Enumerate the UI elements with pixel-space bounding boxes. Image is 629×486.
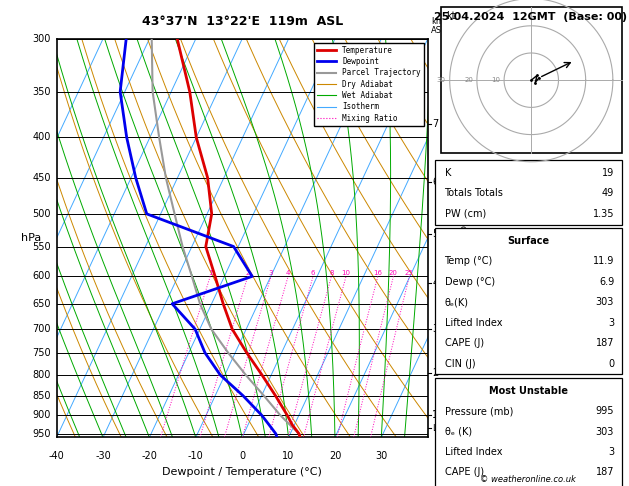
Text: 6.9: 6.9 [599,277,614,287]
Text: 10: 10 [282,451,294,461]
Text: 900: 900 [33,410,51,420]
Text: 500: 500 [33,209,51,219]
Text: 2: 2 [432,368,438,378]
Text: 187: 187 [596,338,614,348]
Text: 3: 3 [269,270,273,277]
Text: 43°37'N  13°22'E  119m  ASL: 43°37'N 13°22'E 119m ASL [142,15,343,28]
Text: Dewp (°C): Dewp (°C) [445,277,494,287]
Text: CAPE (J): CAPE (J) [445,338,484,348]
Text: 850: 850 [33,391,51,400]
Text: 4: 4 [286,270,291,277]
Text: 650: 650 [33,299,51,309]
Text: Dewpoint / Temperature (°C): Dewpoint / Temperature (°C) [162,468,322,477]
Text: 550: 550 [33,242,51,252]
Text: CAPE (J): CAPE (J) [445,468,484,477]
Text: 2: 2 [245,270,250,277]
Text: 10: 10 [342,270,350,277]
Text: Totals Totals: Totals Totals [445,189,503,198]
Text: 4: 4 [432,278,438,288]
Text: 25.04.2024  12GMT  (Base: 00): 25.04.2024 12GMT (Base: 00) [434,12,627,22]
Bar [435,228,622,374]
Text: © weatheronline.co.uk: © weatheronline.co.uk [481,474,576,484]
Text: 600: 600 [33,271,51,281]
Text: Pressure (mb): Pressure (mb) [445,406,513,416]
Text: 350: 350 [33,87,51,97]
Text: K: K [445,168,451,178]
Text: CIN (J): CIN (J) [445,359,475,368]
Text: PW (cm): PW (cm) [445,209,486,219]
Text: 1.35: 1.35 [593,209,614,219]
Text: 3: 3 [608,447,614,457]
Text: 11.9: 11.9 [593,257,614,266]
Text: -40: -40 [48,451,65,461]
Text: 187: 187 [596,468,614,477]
Text: hPa: hPa [21,233,41,243]
Text: Mixing Ratio (g/kg): Mixing Ratio (g/kg) [460,195,469,281]
Text: Temp (°C): Temp (°C) [445,257,493,266]
Bar [435,378,622,486]
Text: θₑ(K): θₑ(K) [445,297,469,307]
Text: 450: 450 [33,173,51,183]
Text: 20: 20 [464,77,473,83]
Text: -20: -20 [142,451,157,461]
Text: 49: 49 [602,189,614,198]
Bar [435,160,622,225]
Text: 30: 30 [437,77,446,83]
Text: 5: 5 [432,229,438,239]
Bar [441,7,622,153]
Text: 300: 300 [33,34,51,44]
Text: Most Unstable: Most Unstable [489,386,568,396]
Text: 0: 0 [239,451,245,461]
Text: Surface: Surface [508,236,549,246]
Text: -10: -10 [188,451,204,461]
Text: km
ASL: km ASL [431,17,447,35]
Legend: Temperature, Dewpoint, Parcel Trajectory, Dry Adiabat, Wet Adiabat, Isotherm, Mi: Temperature, Dewpoint, Parcel Trajectory… [314,43,424,125]
Text: 10: 10 [491,77,500,83]
Text: 400: 400 [33,133,51,142]
Text: 30: 30 [376,451,387,461]
Text: 700: 700 [33,324,51,334]
Text: 950: 950 [33,429,51,439]
Text: LCL: LCL [432,424,447,433]
Text: 20: 20 [389,270,398,277]
Text: 3: 3 [432,324,438,334]
Text: 3: 3 [608,318,614,328]
Text: 303: 303 [596,427,614,436]
Text: 20: 20 [329,451,341,461]
Text: 303: 303 [596,297,614,307]
Text: 8: 8 [329,270,333,277]
Text: 7: 7 [432,120,438,129]
Text: 6: 6 [432,176,438,187]
Text: θₑ (K): θₑ (K) [445,427,472,436]
Text: 25: 25 [405,270,414,277]
Text: 16: 16 [374,270,382,277]
Text: 6: 6 [311,270,315,277]
Text: 19: 19 [602,168,614,178]
Text: Lifted Index: Lifted Index [445,447,502,457]
Text: 0: 0 [608,359,614,368]
Text: kt: kt [447,11,456,21]
Text: 1: 1 [208,270,213,277]
Text: 995: 995 [596,406,614,416]
Text: -30: -30 [95,451,111,461]
Text: 750: 750 [33,348,51,358]
Text: 800: 800 [33,370,51,380]
Text: 1: 1 [432,410,438,419]
Text: Lifted Index: Lifted Index [445,318,502,328]
